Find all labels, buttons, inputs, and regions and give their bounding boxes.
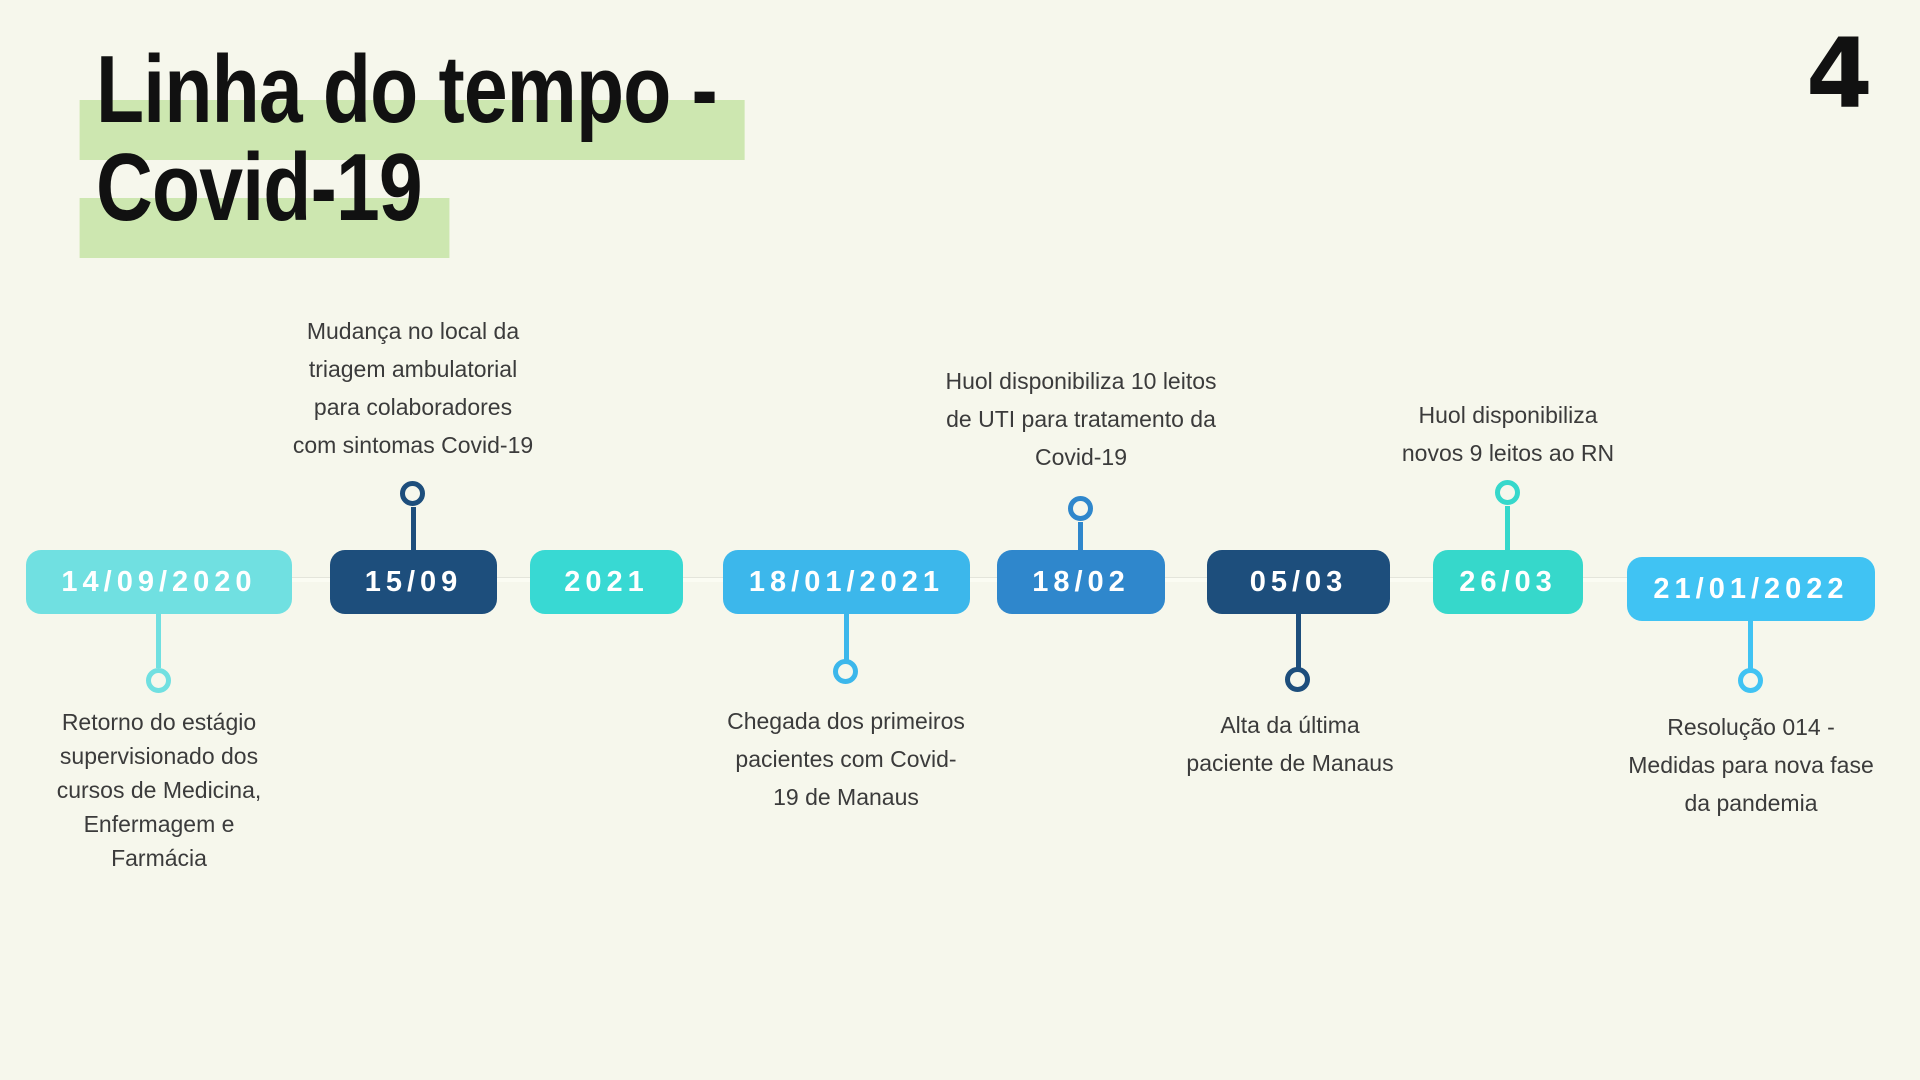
timeline-event-description: Retorno do estágio supervisionado dos cu… [56,709,262,871]
timeline-connector-stem [1078,522,1083,550]
timeline-marker-ring [1285,667,1310,692]
page-title-line-1: Linha do tempo - [79,36,746,160]
timeline-event-description: Chegada dos primeiros pacientes com Covi… [727,708,965,810]
timeline-marker-ring [833,659,858,684]
timeline-date-badge: 15/09 [330,550,497,614]
timeline-connector-stem [1296,614,1301,668]
timeline-connector-stem [411,507,416,550]
timeline-event-description: Alta da última paciente de Manaus [1186,712,1394,776]
timeline-connector-stem [844,614,849,660]
timeline-date-badge: 26/03 [1433,550,1583,614]
timeline-date-badge: 14/09/2020 [26,550,292,614]
page-number: 4 [1806,18,1873,130]
timeline-date-badge: 21/01/2022 [1627,557,1875,621]
timeline-marker-ring [1738,668,1763,693]
timeline-event-description: Resolução 014 - Medidas para nova fase d… [1628,714,1874,816]
timeline-date-badge: 18/01/2021 [723,550,970,614]
timeline-marker-ring [1068,496,1093,521]
timeline-date-badge: 05/03 [1207,550,1390,614]
timeline-date-badge: 18/02 [997,550,1165,614]
timeline-marker-ring [400,481,425,506]
page-title-line-2: Covid-19 [79,134,451,258]
timeline-event-description: Mudança no local da triagem ambulatorial… [292,318,534,458]
timeline-event-description: Huol disponibiliza novos 9 leitos ao RN [1401,402,1615,466]
timeline-marker-ring [1495,480,1520,505]
timeline-connector-stem [1748,621,1753,670]
timeline-date-badge: 2021 [530,550,683,614]
timeline-connector-stem [156,614,161,668]
timeline-track [159,577,1751,582]
timeline-connector-stem [1505,506,1510,550]
timeline-event-description: Huol disponibiliza 10 leitos de UTI para… [945,368,1217,470]
timeline-marker-ring [146,668,171,693]
